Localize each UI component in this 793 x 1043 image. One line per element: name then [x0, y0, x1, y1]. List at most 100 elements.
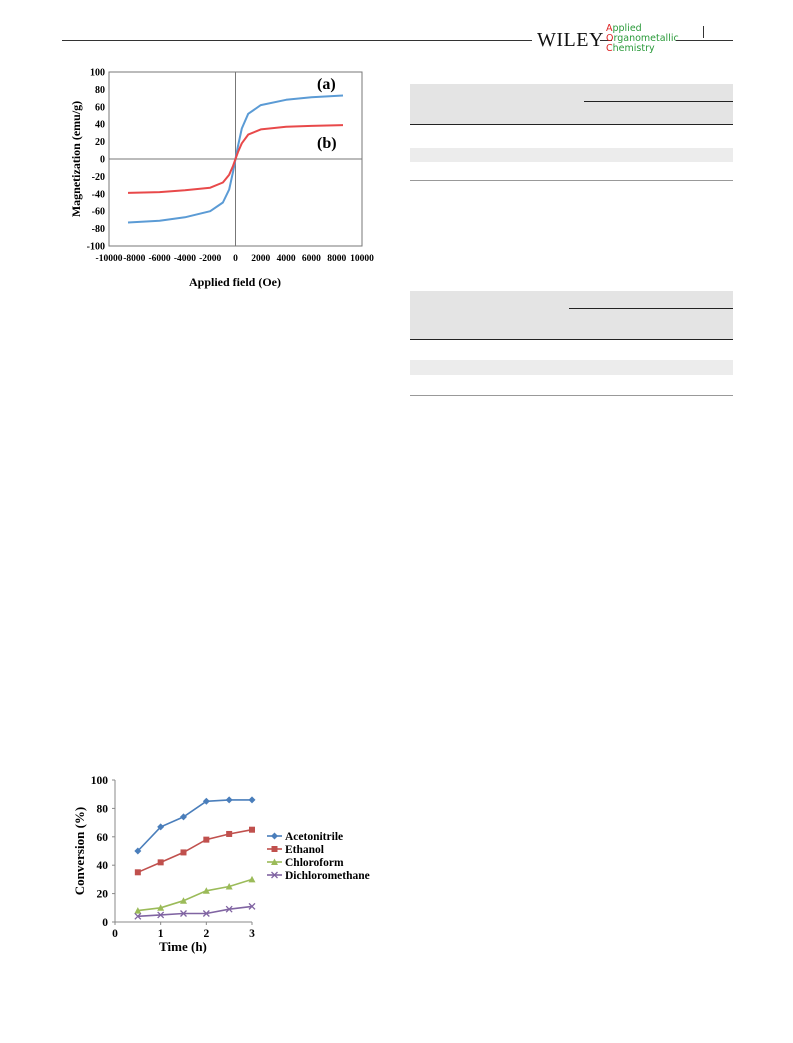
legend-marker	[271, 832, 278, 840]
page-number-tick	[703, 26, 704, 38]
data-point-chloroform	[157, 904, 165, 911]
y-tick-label: 60	[95, 102, 105, 113]
table-1-header	[410, 84, 733, 124]
data-point-ethanol	[203, 836, 210, 843]
x-tick-label: 1	[158, 928, 164, 940]
data-point-acetonitrile	[157, 823, 165, 831]
data-point-dichloromethane	[134, 912, 142, 920]
legend-marker	[271, 871, 278, 879]
data-point-ethanol	[226, 830, 233, 837]
series-chloroform	[134, 875, 256, 914]
series-line-dichloromethane	[137, 905, 253, 918]
legend: AcetonitrileEthanolChloroformDichloromet…	[267, 831, 370, 882]
y-tick-label: -100	[87, 242, 105, 253]
conversion-chart: 100 80 60 40 20 0 0 1 2 3 AcetonitrileEthanolChl…	[72, 775, 370, 954]
data-point-dichloromethane	[202, 910, 210, 917]
legend-entry-dichloromethane: Dichloromethane	[267, 870, 370, 882]
data-point-chloroform	[180, 897, 187, 904]
series-acetonitrile	[134, 796, 256, 855]
x-tick-label: 3	[249, 928, 255, 940]
data-point-dichloromethane	[157, 911, 165, 919]
y-tick-label: 0	[100, 155, 105, 166]
table-2-spanner-rule	[569, 308, 733, 309]
x-tick-label: -8000	[123, 254, 145, 264]
x-tick-labels: -10000 -8000 -6000 -4000 -2000 0 2000 4000 6000 8…	[96, 254, 375, 264]
y-axis-title: Conversion (%)	[72, 807, 87, 895]
x-tick-labels: 0 1 2 3	[112, 922, 255, 940]
y-tick-label: 100	[91, 775, 109, 787]
journal-line-1: Applied	[606, 23, 642, 34]
journal-line-2: Organometallic	[606, 33, 679, 44]
series-label-b: (b)	[317, 135, 337, 152]
journal-line-3: Chemistry	[606, 43, 655, 54]
data-point-ethanol	[134, 869, 141, 876]
legend-marker	[271, 858, 278, 865]
table-2-bottom-rule	[410, 395, 733, 396]
legend-marker	[271, 846, 278, 852]
legend-label: Chloroform	[285, 857, 344, 869]
x-tick-label: 0	[233, 254, 238, 264]
x-tick-label: 4000	[277, 254, 296, 264]
series-lines	[127, 94, 344, 224]
y-tick-labels: 100 80 60 40 20 0 -20 -40 -60 -80 -100	[87, 68, 105, 253]
series-ethanol	[134, 826, 255, 876]
y-tick-label: 100	[90, 68, 105, 79]
x-tick-label: 2	[203, 928, 209, 940]
x-tick-label: 8000	[327, 254, 346, 264]
x-tick-label: 2000	[251, 254, 270, 264]
y-tick-labels: 100 80 60 40 20 0	[91, 775, 115, 929]
data-point-dichloromethane	[248, 902, 256, 910]
series-lines	[134, 796, 256, 920]
table-1-spanner-rule	[584, 101, 733, 102]
data-point-ethanol	[180, 849, 187, 856]
x-tick-label: 0	[112, 928, 118, 940]
magnetization-chart: 100 80 60 40 20 0 -20 -40 -60 -80 -100 -10000 -8000…	[69, 68, 375, 290]
x-tick-label: 6000	[302, 254, 321, 264]
table-2-shaded-row	[410, 360, 733, 375]
x-axis-title: Time (h)	[159, 939, 207, 954]
legend-label: Ethanol	[285, 844, 324, 856]
x-tick-label: -10000	[96, 254, 123, 264]
y-tick-label: 40	[97, 860, 109, 872]
legend-entry-acetonitrile: Acetonitrile	[267, 831, 343, 843]
data-point-dichloromethane	[180, 910, 187, 917]
y-tick-label: 20	[95, 137, 105, 148]
y-tick-label: -80	[92, 224, 105, 235]
data-point-chloroform	[225, 883, 233, 890]
y-tick-label: 0	[102, 917, 108, 929]
series-dichloromethane	[134, 902, 256, 920]
data-point-acetonitrile	[202, 797, 210, 805]
header-rule-right	[676, 40, 733, 41]
x-axis-title: Applied field (Oe)	[189, 275, 281, 289]
legend-entry-ethanol: Ethanol	[267, 844, 324, 856]
header-rule-left	[62, 40, 532, 41]
data-point-acetonitrile	[248, 796, 256, 804]
table-2-header-rule	[410, 339, 733, 340]
y-tick-label: 40	[95, 120, 105, 131]
data-point-acetonitrile	[225, 796, 233, 804]
y-tick-label: -40	[92, 189, 105, 200]
y-tick-label: 20	[97, 889, 109, 901]
table-1-shaded-row	[410, 148, 733, 162]
data-point-acetonitrile	[134, 847, 142, 855]
x-tick-label: -2000	[199, 254, 221, 264]
x-tick-label: -6000	[149, 254, 171, 264]
series-line-chloroform	[137, 878, 253, 912]
legend-label: Acetonitrile	[285, 831, 343, 843]
header-rule-mid	[600, 40, 612, 41]
data-point-acetonitrile	[180, 813, 187, 821]
legend-entry-chloroform: Chloroform	[267, 857, 344, 869]
series-line-ethanol	[137, 828, 253, 874]
data-point-chloroform	[248, 875, 256, 883]
series-label-a: (a)	[317, 76, 336, 93]
series-line-acetonitrile	[137, 799, 252, 852]
y-tick-label: -20	[92, 172, 105, 183]
table-1-header-rule	[410, 124, 733, 125]
table-1-bottom-rule	[410, 180, 733, 181]
y-axis-title: Magnetization (emu/g)	[69, 101, 83, 217]
data-point-dichloromethane	[225, 905, 233, 913]
table-2-header	[410, 291, 733, 339]
data-point-chloroform	[202, 887, 210, 894]
y-tick-label: 80	[95, 85, 105, 96]
publisher-logo: WILEY	[537, 29, 604, 51]
